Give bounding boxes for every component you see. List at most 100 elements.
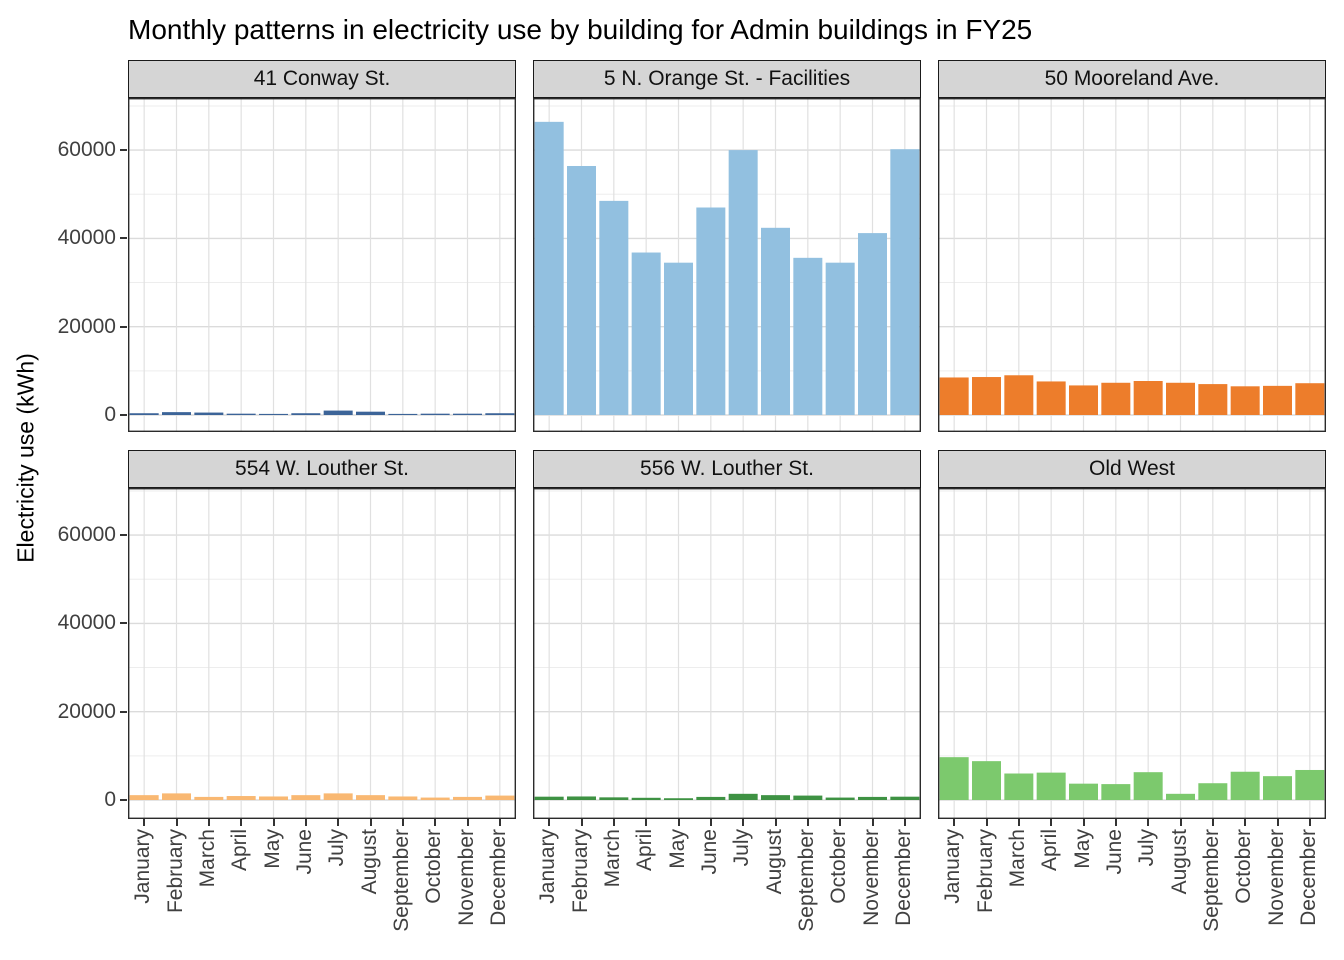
bar-july <box>728 793 758 800</box>
y-tick-mark <box>120 534 127 537</box>
facet-strip-label: 41 Conway St. <box>253 67 391 90</box>
panel-plot-area <box>533 488 921 819</box>
panel-border <box>938 488 1326 819</box>
bar-february <box>162 793 191 800</box>
y-tick-mark <box>120 237 127 240</box>
x-tick-mark <box>1147 819 1150 826</box>
x-tick-mark <box>742 819 745 826</box>
panel-plot-area <box>533 98 921 432</box>
bar-june <box>1101 382 1131 415</box>
bar-may <box>1069 385 1098 415</box>
bar-march <box>1004 773 1034 800</box>
x-tick-mark <box>401 819 404 826</box>
y-tick-mark <box>120 325 127 328</box>
y-tick-label: 40000 <box>57 611 116 635</box>
x-tick-mark <box>498 819 501 826</box>
x-tick-label: September <box>389 829 413 932</box>
bar-october <box>1230 386 1260 415</box>
bar-december <box>485 795 515 800</box>
y-tick-label: 0 <box>104 403 116 426</box>
x-tick-mark <box>143 819 146 826</box>
facet-strip: 554 W. Louther St. <box>128 450 516 488</box>
facet-strip-label: 50 Mooreland Ave. <box>1044 67 1220 90</box>
bar-march <box>599 200 629 415</box>
bar-january <box>534 121 564 416</box>
x-tick-mark <box>466 819 469 826</box>
facet-panel <box>533 98 921 432</box>
bar-november <box>858 796 887 800</box>
bar-august <box>1166 793 1195 800</box>
x-tick-mark <box>953 819 956 826</box>
y-tick-mark <box>120 149 127 152</box>
x-tick-mark <box>806 819 809 826</box>
x-tick-label: September <box>794 829 818 932</box>
facet-panel <box>128 98 516 432</box>
facet-strip-label: 556 W. Louther St. <box>640 457 814 480</box>
facet-panel <box>128 488 516 819</box>
x-tick-mark <box>1179 819 1182 826</box>
facet-strip-label: 5 N. Orange St. - Facilities <box>603 67 851 90</box>
bar-october <box>825 797 855 800</box>
bar-january <box>534 796 564 800</box>
panel-plot-area <box>938 98 1326 432</box>
bar-april <box>1036 772 1066 800</box>
x-tick-label: July <box>1135 829 1159 867</box>
panel-border <box>128 98 516 432</box>
x-tick-mark <box>304 819 307 826</box>
x-tick-mark <box>1276 819 1279 826</box>
bar-march <box>599 797 629 800</box>
bar-june <box>291 413 321 415</box>
bar-january <box>129 795 159 800</box>
x-tick-label: August <box>762 829 786 895</box>
facet-panel <box>938 488 1326 819</box>
y-tick-mark <box>120 710 127 713</box>
x-tick-label: October <box>827 829 851 904</box>
x-tick-label: May <box>665 829 689 869</box>
panel-border <box>533 98 921 432</box>
x-tick-mark <box>1211 819 1214 826</box>
bar-april <box>226 413 256 415</box>
bar-december <box>890 149 920 416</box>
x-tick-label: July <box>730 829 754 867</box>
bar-june <box>1101 784 1131 800</box>
panel-border <box>533 488 921 819</box>
panel-plot-area <box>938 488 1326 819</box>
bar-september <box>388 796 418 800</box>
x-tick-mark <box>207 819 210 826</box>
bar-october <box>420 413 450 415</box>
x-tick-label: February <box>973 829 997 914</box>
panel-plot-area <box>128 488 516 819</box>
bar-june <box>291 795 321 800</box>
bar-may <box>664 262 693 415</box>
panel-border <box>938 98 1326 432</box>
x-tick-label: May <box>1070 829 1094 869</box>
facet-strip: 5 N. Orange St. - Facilities <box>533 60 921 98</box>
bar-february <box>567 796 596 800</box>
bar-july <box>1133 381 1163 415</box>
x-tick-mark <box>903 819 906 826</box>
bar-september <box>1198 384 1228 415</box>
x-tick-label: April <box>1038 829 1062 872</box>
bar-october <box>1230 771 1260 800</box>
bar-may <box>259 796 288 800</box>
bar-march <box>194 412 224 415</box>
bar-march <box>194 796 224 800</box>
y-tick-mark <box>120 622 127 625</box>
x-tick-label: June <box>697 829 721 875</box>
bar-october <box>420 797 450 800</box>
bar-june <box>696 796 726 800</box>
bar-september <box>793 795 823 800</box>
bar-november <box>858 233 887 415</box>
bar-january <box>939 377 969 415</box>
x-tick-mark <box>871 819 874 826</box>
bar-december <box>1295 769 1325 800</box>
bar-july <box>1133 772 1163 800</box>
x-tick-label: March <box>195 829 219 888</box>
bar-may <box>1069 783 1098 800</box>
bar-july <box>323 410 353 415</box>
bar-april <box>631 797 661 800</box>
bar-august <box>1166 382 1195 415</box>
x-tick-label: January <box>536 829 560 904</box>
bar-september <box>388 413 418 415</box>
